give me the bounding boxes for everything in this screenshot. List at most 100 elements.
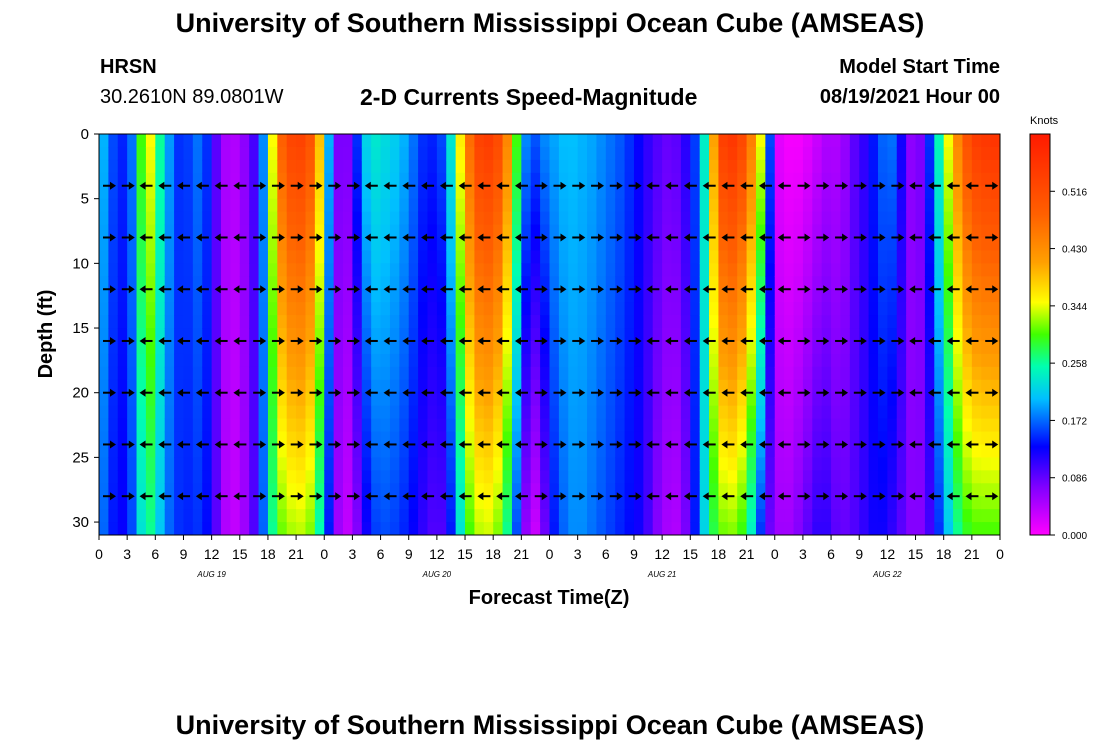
heatmap-cell [568,457,579,471]
heatmap-cell [831,405,842,420]
heatmap-cell [314,366,325,381]
heatmap-cell [990,211,1000,226]
heatmap-cell [587,302,598,316]
heatmap-cell [981,444,992,458]
heatmap-cell [521,366,532,381]
current-vector-arrow [458,388,472,397]
heatmap-cell [511,185,522,200]
heatmap-cell [530,366,541,381]
heatmap-cell [784,522,795,535]
heatmap-cell [418,405,429,420]
heatmap-cell [258,353,269,368]
heatmap-cell [671,198,682,213]
heatmap-cell [380,185,391,200]
heatmap-cell [277,509,288,523]
heatmap-cell [361,444,372,458]
heatmap-cell [202,509,213,523]
heatmap-cell [343,483,354,497]
heatmap-cell [521,134,532,148]
heatmap-cell [493,263,504,277]
current-vector-arrow [309,492,323,501]
heatmap-cell [221,198,231,213]
y-tick-label: 20 [72,385,89,402]
heatmap-cell [174,496,185,510]
heatmap-cell [709,418,720,433]
heatmap-cell [465,185,476,200]
current-vector-arrow [421,285,435,294]
heatmap-cell [267,340,278,355]
colorbar-unit: Knots [1030,115,1059,127]
heatmap-cell [596,198,607,213]
heatmap-cell [821,366,832,381]
heatmap-cell [380,379,391,394]
heatmap-cell [680,379,691,394]
heatmap-cell [633,379,644,394]
heatmap-cell [249,289,260,303]
x-tick-label: 0 [320,546,328,562]
x-tick-label: 12 [204,546,220,562]
heatmap-cell [962,224,973,239]
heatmap-cell [371,522,382,535]
heatmap-cell [314,185,325,200]
heatmap-cell [305,211,316,226]
current-vector-arrow [477,492,491,501]
current-vector-arrow [683,181,697,190]
heatmap-cell [277,418,288,433]
heatmap-cell [408,328,419,342]
heatmap-cell [568,146,579,161]
current-vector-arrow [740,388,754,397]
heatmap-cell [587,418,598,433]
heatmap-cell [690,198,701,213]
heatmap-cell [174,418,185,433]
heatmap-cell [540,418,551,433]
heatmap-cell [164,224,175,239]
heatmap-cell [868,340,879,355]
heatmap-cell [943,483,954,497]
heatmap-cell [333,302,344,316]
heatmap-cell [474,405,485,420]
current-vector-arrow [233,181,247,190]
heatmap-cell [943,418,954,433]
heatmap-cell [249,457,260,471]
current-vector-arrow [797,440,811,449]
heatmap-cell [990,237,1000,252]
heatmap-cell [605,198,616,213]
heatmap-cell [971,522,982,535]
heatmap-cell [981,185,992,200]
heatmap-cell [389,379,400,394]
heatmap-cell [333,198,344,213]
heatmap-cell [183,172,194,187]
heatmap-cell [249,379,260,394]
current-vector-arrow [797,285,811,294]
heatmap-cell [962,470,973,484]
heatmap-cell [727,353,738,368]
heatmap-cell [981,405,992,420]
current-vector-arrow [290,336,304,345]
heatmap-cell [793,237,804,252]
heatmap-cell [643,340,654,355]
heatmap-cell [671,353,682,368]
heatmap-cell [953,496,964,510]
heatmap-cell [436,276,447,290]
heatmap-cell [812,366,823,381]
heatmap-cell [305,522,316,535]
heatmap-cell [962,302,973,316]
heatmap-cell [915,522,926,535]
heatmap-cell [333,289,344,303]
heatmap-cell [812,198,823,213]
heatmap-cell [624,457,635,471]
heatmap-cell [530,328,541,342]
heatmap-cell [192,289,203,303]
heatmap-cell [427,444,438,458]
heatmap-cell [108,470,119,484]
heatmap-cell [624,250,635,264]
current-vector-arrow [572,181,586,190]
current-vector-arrow [609,181,623,190]
heatmap-cell [530,198,541,213]
heatmap-cell [324,379,335,394]
heatmap-cell [155,146,166,161]
current-vector-arrow [121,181,135,190]
heatmap-cell [596,418,607,433]
heatmap-cell [652,457,663,471]
heatmap-cell [906,444,917,458]
